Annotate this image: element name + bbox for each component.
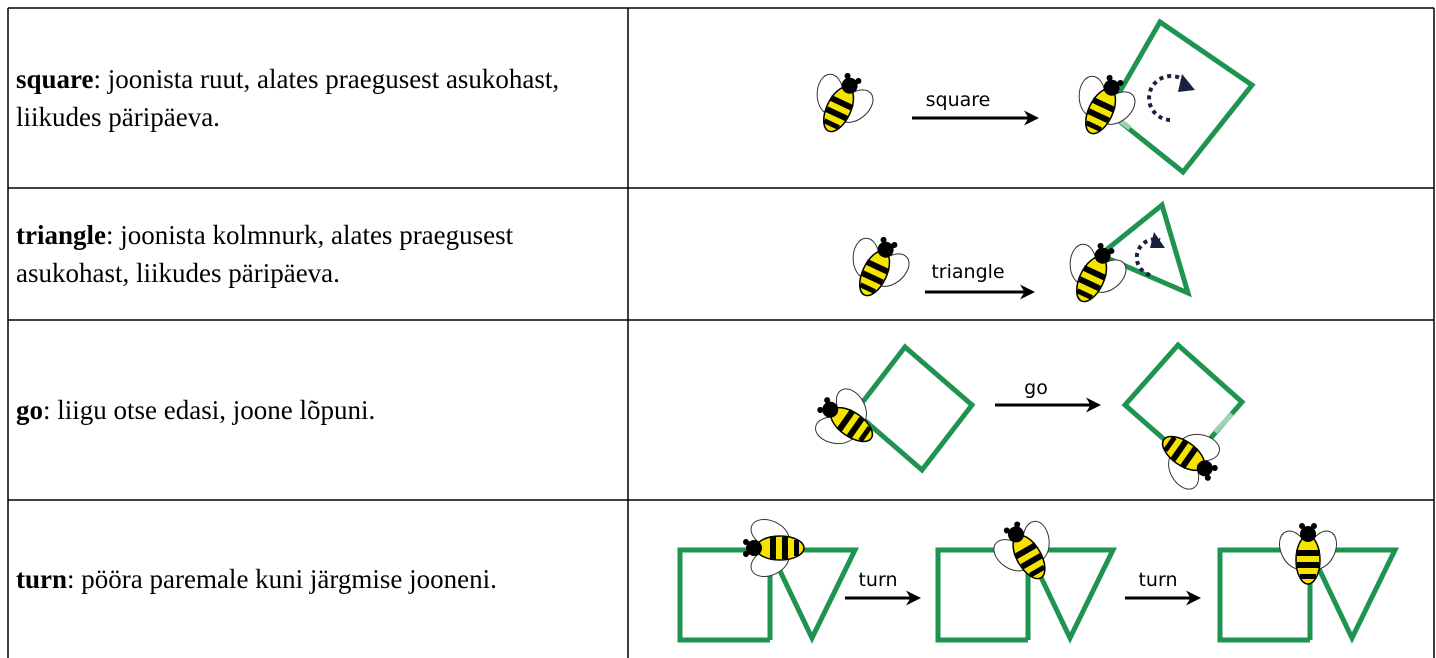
- description: : joonista kolmnurk, alates praegusest a…: [16, 220, 514, 288]
- description: : pööra paremale kuni järgmise jooneni.: [67, 564, 497, 594]
- go-illustration: go: [800, 341, 1246, 504]
- arrow-label: triangle: [931, 261, 1004, 283]
- square-illustration: square: [796, 18, 1256, 176]
- row-text: turn: pööra paremale kuni järgmise joone…: [16, 500, 622, 658]
- arrow-label: square: [926, 89, 991, 111]
- description: : liigu otse edasi, joone lõpuni.: [43, 395, 376, 425]
- row-text: go: liigu otse edasi, joone lõpuni.: [16, 320, 622, 500]
- command: go: [16, 395, 43, 425]
- turn-illustration: turn turn: [677, 507, 1400, 644]
- command: square: [16, 64, 94, 94]
- command: turn: [16, 564, 68, 594]
- triangle-illustration: triangle: [832, 200, 1192, 317]
- description: : joonista ruut, alates praegusest asuko…: [16, 64, 560, 132]
- arrow-label: turn: [1138, 569, 1177, 591]
- row-text: triangle: joonista kolmnurk, alates prae…: [16, 188, 622, 320]
- table-borders: [7, 7, 1435, 658]
- command: triangle: [16, 220, 106, 250]
- row-text: square: joonista ruut, alates praegusest…: [16, 8, 622, 188]
- arrow-label: turn: [858, 569, 897, 591]
- arrow-label: go: [1024, 377, 1048, 399]
